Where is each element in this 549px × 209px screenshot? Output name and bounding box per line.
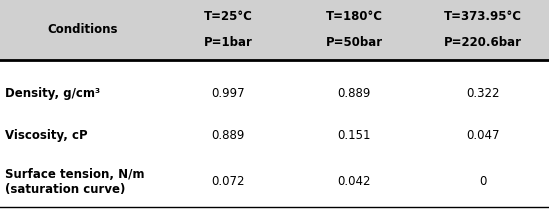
Text: 0.997: 0.997 xyxy=(211,87,245,99)
Text: Surface tension, N/m
(saturation curve): Surface tension, N/m (saturation curve) xyxy=(5,168,145,196)
Text: 0.047: 0.047 xyxy=(466,129,500,142)
Text: T=373.95°C: T=373.95°C xyxy=(444,10,522,23)
Text: T=25°C: T=25°C xyxy=(203,10,253,23)
Text: Viscosity, cP: Viscosity, cP xyxy=(5,129,88,142)
Text: 0.042: 0.042 xyxy=(337,175,371,188)
Text: 0.151: 0.151 xyxy=(337,129,371,142)
Text: T=180°C: T=180°C xyxy=(326,10,383,23)
Text: 0: 0 xyxy=(479,175,487,188)
Text: 0.889: 0.889 xyxy=(338,87,371,99)
FancyBboxPatch shape xyxy=(0,0,549,60)
Text: 0.072: 0.072 xyxy=(211,175,245,188)
Text: P=50bar: P=50bar xyxy=(326,36,383,49)
Text: Conditions: Conditions xyxy=(47,23,117,36)
Text: 0.889: 0.889 xyxy=(211,129,244,142)
Text: Density, g/cm³: Density, g/cm³ xyxy=(5,87,100,99)
Text: 0.322: 0.322 xyxy=(466,87,500,99)
Text: P=220.6bar: P=220.6bar xyxy=(444,36,522,49)
Text: P=1bar: P=1bar xyxy=(203,36,253,49)
